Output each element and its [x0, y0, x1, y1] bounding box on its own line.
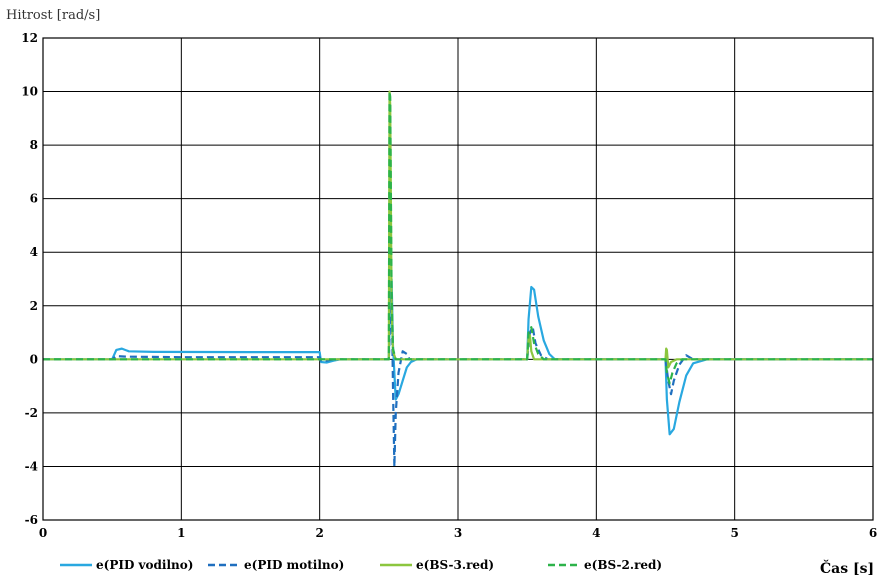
y-tick-label-9: 12: [21, 31, 38, 45]
series-lines: [43, 90, 873, 468]
series-line-3: [43, 90, 873, 385]
x-tick-label-1: 1: [177, 526, 185, 540]
y-tick-label-1: -4: [25, 459, 38, 473]
x-tick-label-4: 4: [592, 526, 600, 540]
y-axis-label: Hitrost [rad/s]: [6, 8, 100, 23]
y-tick-label-0: -6: [25, 513, 38, 527]
legend: e(PID vodilno) e(PID motilno) e(BS-3.red) e…: [60, 558, 662, 572]
x-tick-label-2: 2: [315, 526, 323, 540]
plot-border: [42, 37, 874, 521]
legend-label-3: e(BS-2.red): [584, 558, 662, 572]
x-axis-label: Čas [s]: [820, 559, 874, 577]
y-tick-label-6: 6: [30, 192, 38, 206]
x-tick-label-3: 3: [454, 526, 462, 540]
x-tick-label-0: 0: [39, 526, 47, 540]
x-tick-label-6: 6: [869, 526, 877, 540]
series-line-0: [43, 277, 873, 436]
y-tick-label-8: 10: [21, 85, 38, 99]
x-tick-label-5: 5: [730, 526, 738, 540]
y-tick-label-2: -2: [25, 406, 38, 420]
y-tick-label-4: 2: [30, 299, 38, 313]
y-tick-label-5: 4: [30, 245, 38, 259]
y-tick-label-3: 0: [30, 352, 38, 366]
y-tick-label-7: 8: [30, 138, 38, 152]
legend-label-0: e(PID vodilno): [96, 558, 193, 572]
legend-label-1: e(PID motilno): [244, 558, 344, 572]
legend-label-2: e(BS-3.red): [416, 558, 494, 572]
